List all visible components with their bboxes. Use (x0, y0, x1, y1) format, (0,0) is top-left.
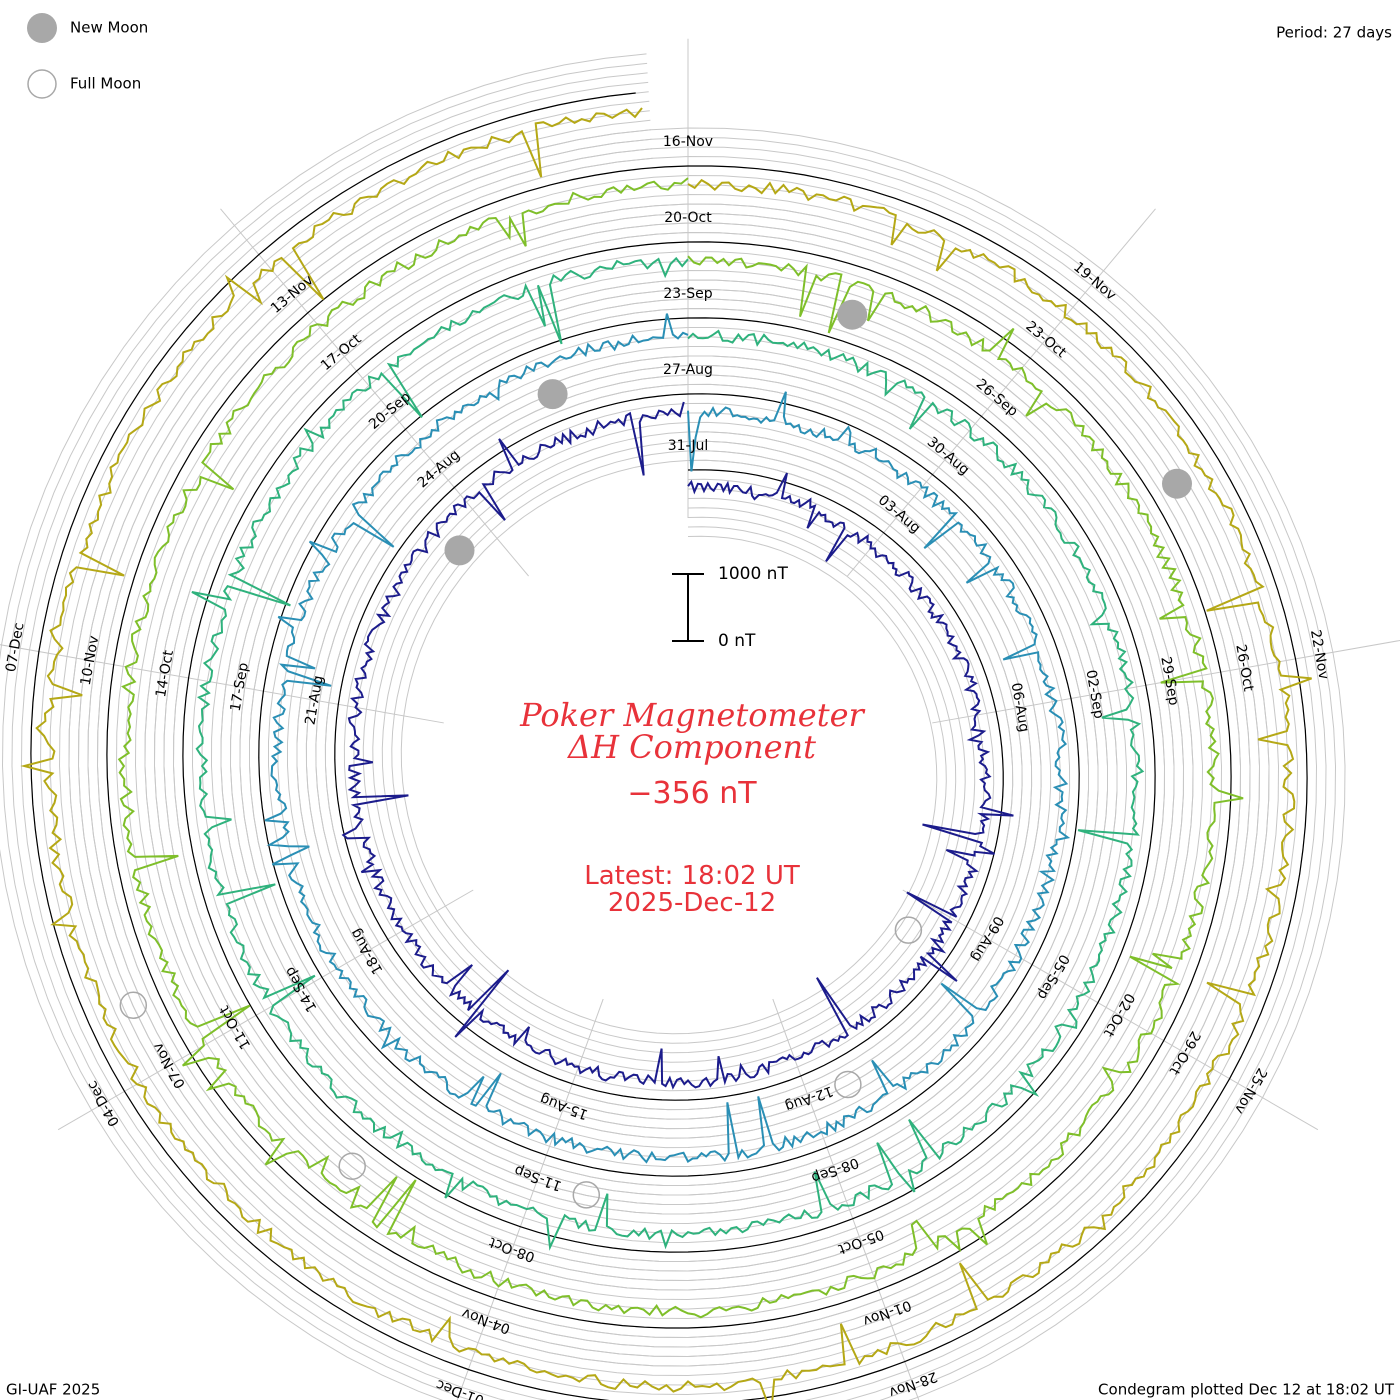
trace-cycle-4 (117, 177, 1244, 1319)
grid-spoke-1 (847, 208, 1156, 577)
date-label: 08-Oct (487, 1233, 538, 1264)
date-label: 15-Aug (538, 1090, 590, 1122)
date-label: 08-Sep (809, 1154, 861, 1186)
date-label: 03-Aug (875, 492, 924, 536)
grid-spoke-7 (0, 644, 444, 724)
footer-plot-time: Condegram plotted Dec 12 at 18:02 UT (1098, 1381, 1395, 1399)
date-label: 05-Oct (835, 1226, 886, 1257)
date-label: 20-Oct (664, 210, 712, 226)
date-label: 18-Aug (348, 926, 387, 977)
period-label: Period: 27 days (1276, 24, 1392, 42)
date-label: 17-Oct (318, 331, 365, 374)
scale-bar: 1000 nT 0 nT (672, 564, 788, 651)
grid-spoke-8 (220, 208, 529, 577)
date-label: 07-Dec (3, 621, 27, 673)
date-label: 16-Nov (663, 134, 713, 150)
date-label: 05-Sep (1034, 951, 1073, 1002)
trace-cycle-3 (191, 256, 1145, 1251)
date-label: 12-Aug (783, 1082, 835, 1114)
date-label: 01-Nov (861, 1297, 914, 1329)
date-label: 14-Oct (153, 649, 177, 699)
full-moon-marker-2 (834, 1070, 862, 1099)
grid-spiral-8 (20, 81, 1318, 1400)
date-label: 26-Oct (1232, 643, 1256, 693)
latest-time: Latest: 18:02 UT (584, 861, 800, 891)
full-moon-legend-icon (27, 69, 57, 99)
date-label: 25-Nov (1231, 1065, 1270, 1116)
date-label: 27-Aug (663, 362, 713, 378)
date-label: 04-Nov (460, 1304, 513, 1336)
date-label: 31-Jul (668, 438, 709, 454)
date-label: 23-Sep (663, 286, 712, 302)
trace-layer (20, 107, 1312, 1400)
grid-spoke-5 (456, 998, 604, 1400)
moon-marker-layer (119, 299, 1192, 1209)
new-moon-marker-2 (537, 379, 568, 410)
date-label: 04-Dec (84, 1078, 123, 1129)
grid-spiral-11 (0, 53, 1346, 1400)
full-moon-marker-5 (119, 991, 148, 1020)
trace-cycle-1 (341, 401, 1014, 1090)
current-value: −356 nT (627, 776, 757, 811)
date-label: 09-Aug (968, 913, 1007, 964)
date-label: 14-Sep (282, 964, 321, 1015)
date-label: 11-Sep (512, 1162, 564, 1194)
scale-bar-top-label: 1000 nT (718, 564, 788, 584)
grid-spiral-4 (58, 119, 1280, 1377)
full-moon-marker-1 (894, 916, 923, 944)
full-moon-legend-label: Full Moon (70, 75, 141, 93)
scale-bar-bottom-label: 0 nT (718, 631, 756, 651)
grid-spoke-3 (902, 889, 1319, 1131)
chart-title-line2: ΔH Component (566, 728, 816, 766)
new-moon-marker-1 (444, 535, 475, 566)
full-moon-marker-4 (338, 1152, 366, 1180)
date-label: 02-Oct (1100, 990, 1138, 1040)
date-label: 17-Sep (228, 661, 252, 712)
date-label: 06-Aug (1008, 682, 1032, 734)
date-label: 20-Sep (366, 389, 414, 433)
footer-credit: GI-UAF 2025 (6, 1381, 100, 1399)
date-label: 02-Sep (1082, 669, 1106, 720)
latest-date: 2025-Dec-12 (608, 888, 776, 918)
grid-spiral-9 (11, 72, 1327, 1400)
full-moon-marker-3 (572, 1181, 601, 1209)
grid-spiral-10 (1, 62, 1337, 1400)
date-label: 22-Nov (1307, 629, 1331, 681)
new-moon-legend-icon (27, 13, 57, 43)
reference-spiral-layer (30, 92, 1308, 1400)
new-moon-marker-4 (1162, 468, 1192, 499)
chart-title-line1: Poker Magnetometer (519, 696, 865, 734)
grid-spoke-6 (57, 889, 474, 1131)
date-label: 29-Oct (1165, 1028, 1203, 1078)
date-label: 26-Sep (973, 376, 1021, 420)
grid-spiral-6 (39, 100, 1299, 1396)
grid-spoke-4 (772, 998, 920, 1400)
date-label: 19-Nov (1070, 259, 1119, 304)
date-label: 11-Oct (216, 1002, 254, 1052)
date-label: 10-Nov (78, 634, 102, 686)
date-label: 28-Nov (887, 1368, 940, 1400)
date-label: 23-Oct (1022, 318, 1069, 361)
trace-cycle-2 (264, 313, 1071, 1164)
date-label: 29-Sep (1157, 655, 1181, 706)
date-label: 24-Aug (415, 447, 464, 491)
trace-cycle-5 (20, 107, 1312, 1400)
new-moon-legend-label: New Moon (70, 19, 148, 37)
date-label: 30-Aug (924, 434, 973, 478)
reference-spiral (30, 92, 1308, 1400)
date-label: 01-Dec (434, 1376, 486, 1400)
new-moon-marker-3 (837, 299, 868, 330)
